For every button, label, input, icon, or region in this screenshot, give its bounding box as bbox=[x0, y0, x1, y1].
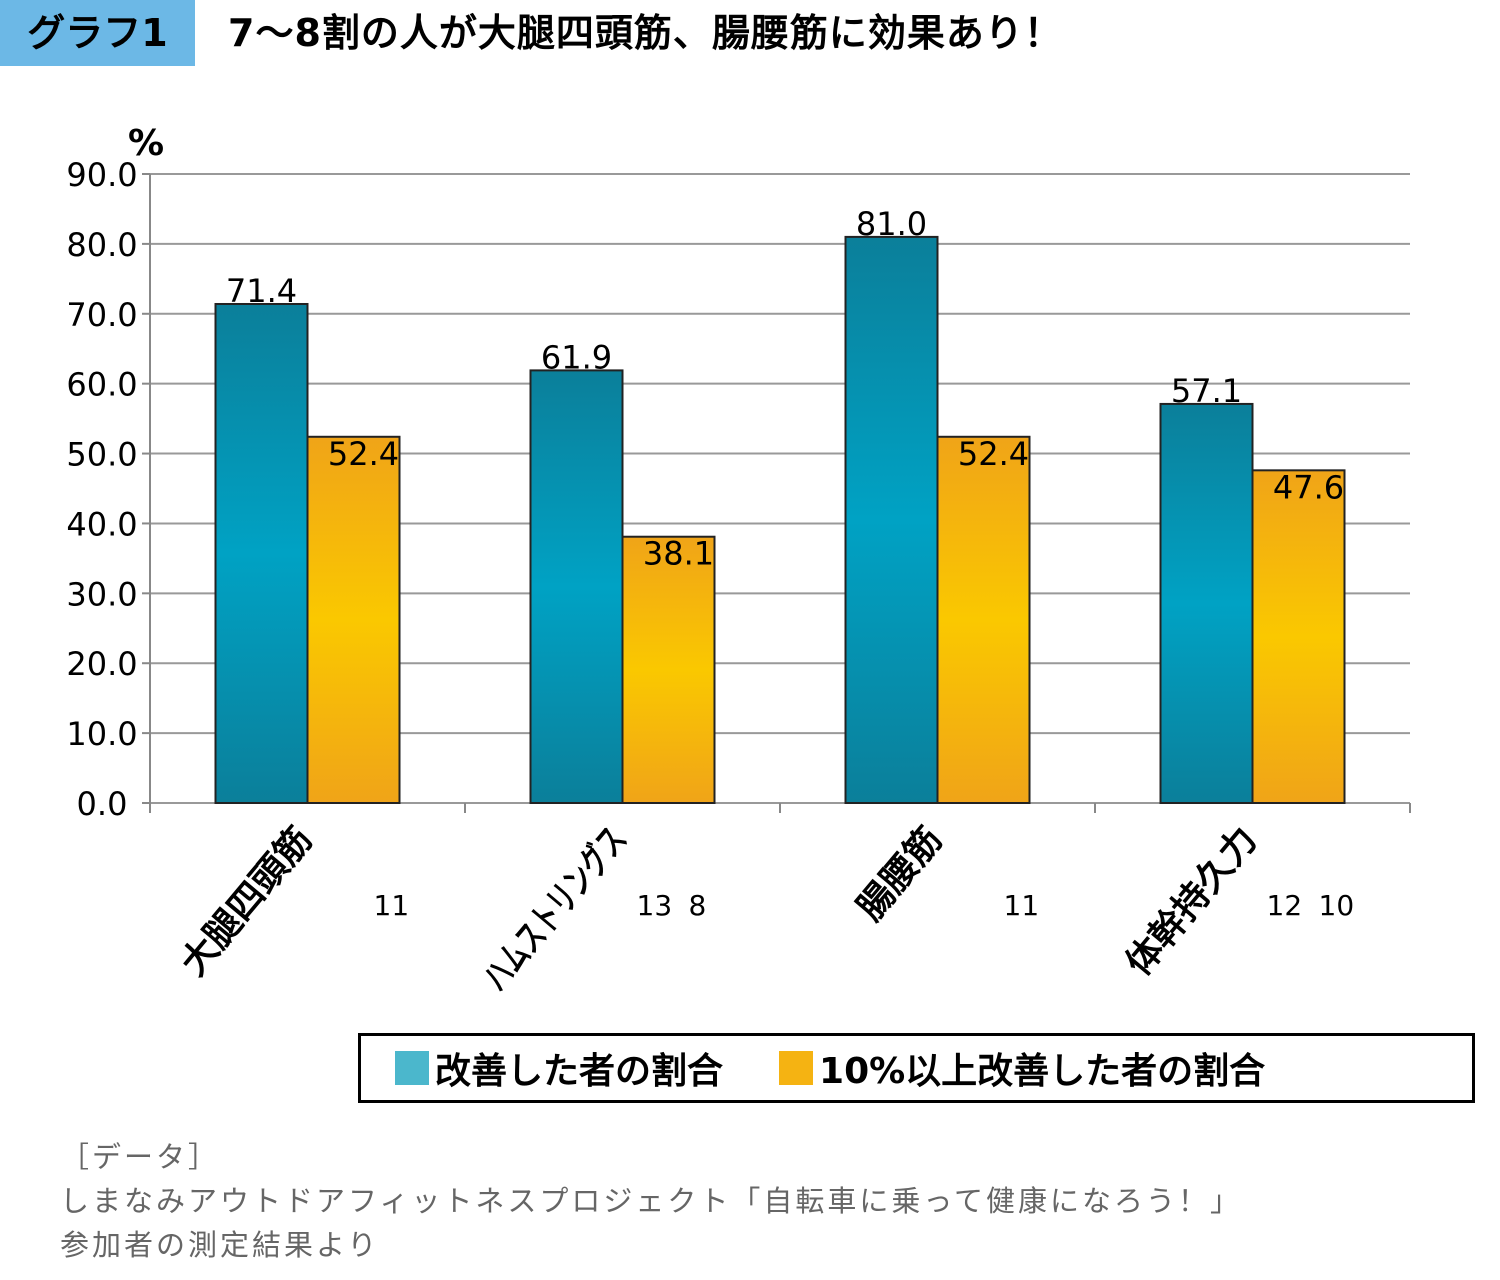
data-label: 81.0 bbox=[856, 205, 927, 243]
bar-improved bbox=[1159, 402, 1254, 804]
source-line: ［データ］ bbox=[60, 1140, 221, 1174]
bar-improved bbox=[844, 235, 939, 804]
bar-improved bbox=[214, 302, 309, 804]
legend-swatch-orange bbox=[779, 1051, 814, 1085]
bar-chart: % 0.0 10.0 20.0 30.0 40.0 50.0 60.0 70.0 80.0 90.… bbox=[66, 123, 1411, 999]
x-category-label: 体幹持久力 bbox=[1118, 819, 1266, 984]
legend-swatch-blue bbox=[395, 1051, 429, 1085]
y-tick-label: 60.0 bbox=[66, 366, 137, 404]
data-label: 52.4 bbox=[328, 435, 399, 473]
count-label: 13 bbox=[637, 889, 673, 922]
count-label: 11 bbox=[374, 889, 410, 922]
count-label: 10 bbox=[1319, 889, 1355, 922]
bar-improved-10pct bbox=[621, 535, 716, 804]
y-tick-label: 80.0 bbox=[66, 226, 137, 264]
data-label: 47.6 bbox=[1273, 468, 1344, 506]
legend-item-improved: 改善した者の割合 bbox=[395, 1042, 723, 1094]
y-tick-label: 30.0 bbox=[66, 575, 137, 613]
legend-label: 10%以上改善した者の割合 bbox=[819, 1051, 1266, 1092]
legend: 改善した者の割合 10%以上改善した者の割合 bbox=[358, 1033, 1475, 1103]
y-tick-label: 0.0 bbox=[77, 785, 128, 823]
x-category-label: 大腿四頭筋 bbox=[173, 819, 320, 983]
page-title: 7～8割の人が大腿四頭筋、腸腰筋に効果あり！ bbox=[228, 11, 1063, 55]
graph-tag: グラフ1 bbox=[0, 0, 195, 66]
data-label: 38.1 bbox=[643, 535, 714, 573]
bar-improved-10pct bbox=[936, 435, 1031, 804]
data-label: 52.4 bbox=[958, 435, 1029, 473]
legend-label: 改善した者の割合 bbox=[435, 1051, 724, 1092]
y-axis-label: % bbox=[128, 123, 164, 164]
y-tick-label: 40.0 bbox=[66, 505, 137, 543]
legend-item-improved-10pct: 10%以上改善した者の割合 bbox=[779, 1042, 1265, 1094]
count-label: 12 bbox=[1267, 889, 1303, 922]
x-category-label: 腸腰筋 bbox=[850, 819, 951, 928]
y-tick-label: 50.0 bbox=[66, 436, 137, 474]
y-tick-label: 10.0 bbox=[66, 715, 137, 753]
source-note: ［データ］ しまなみアウトドアフィットネスプロジェクト「自転車に乗って健康になろ… bbox=[60, 1135, 1242, 1267]
y-tick-label: 90.0 bbox=[66, 156, 137, 194]
bar-improved-10pct bbox=[1251, 469, 1346, 804]
y-tick-label: 20.0 bbox=[66, 645, 137, 683]
data-label: 61.9 bbox=[541, 338, 612, 376]
count-label: 11 bbox=[1004, 889, 1040, 922]
bar-improved bbox=[529, 369, 624, 804]
source-line: しまなみアウトドアフィットネスプロジェクト「自転車に乗って健康になろう！」 bbox=[60, 1184, 1242, 1218]
count-label: 8 bbox=[689, 889, 707, 922]
y-tick-label: 70.0 bbox=[66, 296, 137, 334]
x-category-label: ハムストリングス bbox=[475, 819, 635, 999]
data-label: 71.4 bbox=[226, 272, 297, 310]
source-line: 参加者の測定結果より bbox=[60, 1228, 380, 1262]
bar-improved-10pct bbox=[306, 435, 401, 804]
data-label: 57.1 bbox=[1171, 372, 1242, 410]
